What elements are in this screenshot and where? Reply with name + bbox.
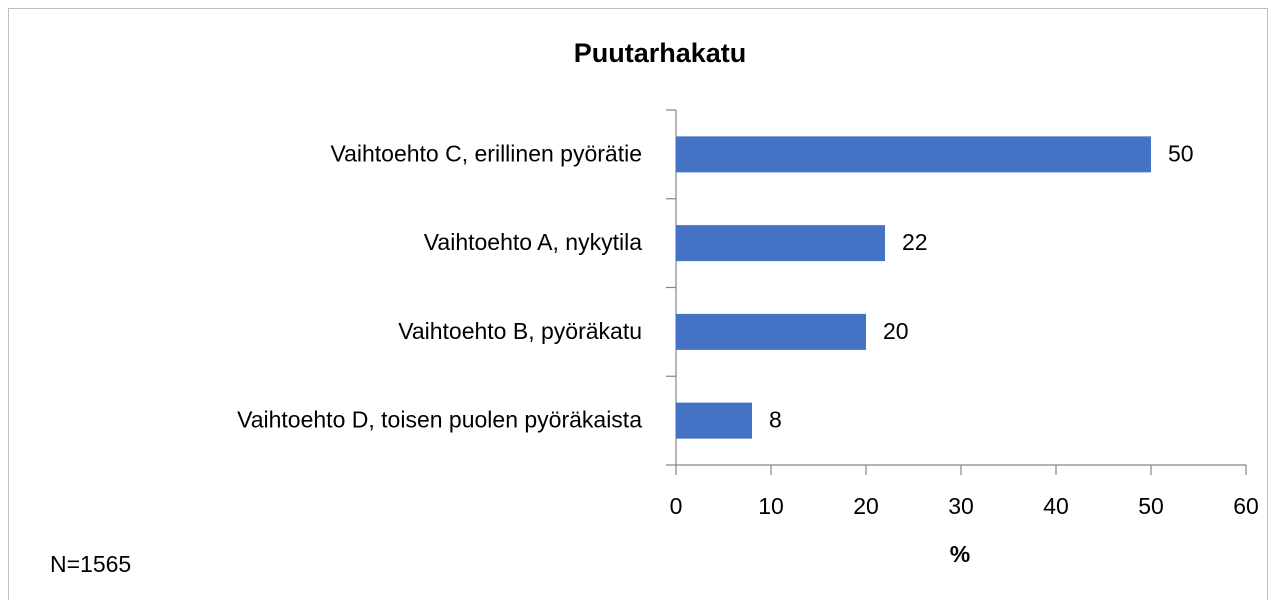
data-label: 20 bbox=[883, 318, 909, 344]
data-label: 8 bbox=[769, 407, 782, 433]
x-tick-label: 40 bbox=[1043, 493, 1069, 519]
y-tick-label: Vaihtoehto C, erillinen pyörätie bbox=[330, 140, 642, 166]
chart-title: Puutarhakatu bbox=[574, 38, 747, 68]
bar bbox=[676, 313, 866, 350]
x-tick-label: 30 bbox=[948, 493, 974, 519]
data-label: 50 bbox=[1168, 140, 1194, 166]
x-tick-label: 60 bbox=[1233, 493, 1259, 519]
y-tick-label: Vaihtoehto A, nykytila bbox=[424, 229, 642, 255]
data-label: 22 bbox=[902, 229, 928, 255]
y-tick-label: Vaihtoehto D, toisen puolen pyöräkaista bbox=[237, 407, 642, 433]
x-tick-label: 20 bbox=[853, 493, 879, 519]
x-tick-label: 0 bbox=[670, 493, 683, 519]
y-tick-label: Vaihtoehto B, pyöräkatu bbox=[398, 318, 642, 344]
bar bbox=[676, 225, 885, 262]
note: N=1565 bbox=[50, 551, 131, 577]
x-tick-label: 10 bbox=[758, 493, 784, 519]
x-axis-title: % bbox=[950, 541, 970, 567]
chart-frame bbox=[8, 8, 1268, 600]
bar bbox=[676, 402, 752, 439]
bar bbox=[676, 136, 1151, 173]
x-tick-label: 50 bbox=[1138, 493, 1164, 519]
